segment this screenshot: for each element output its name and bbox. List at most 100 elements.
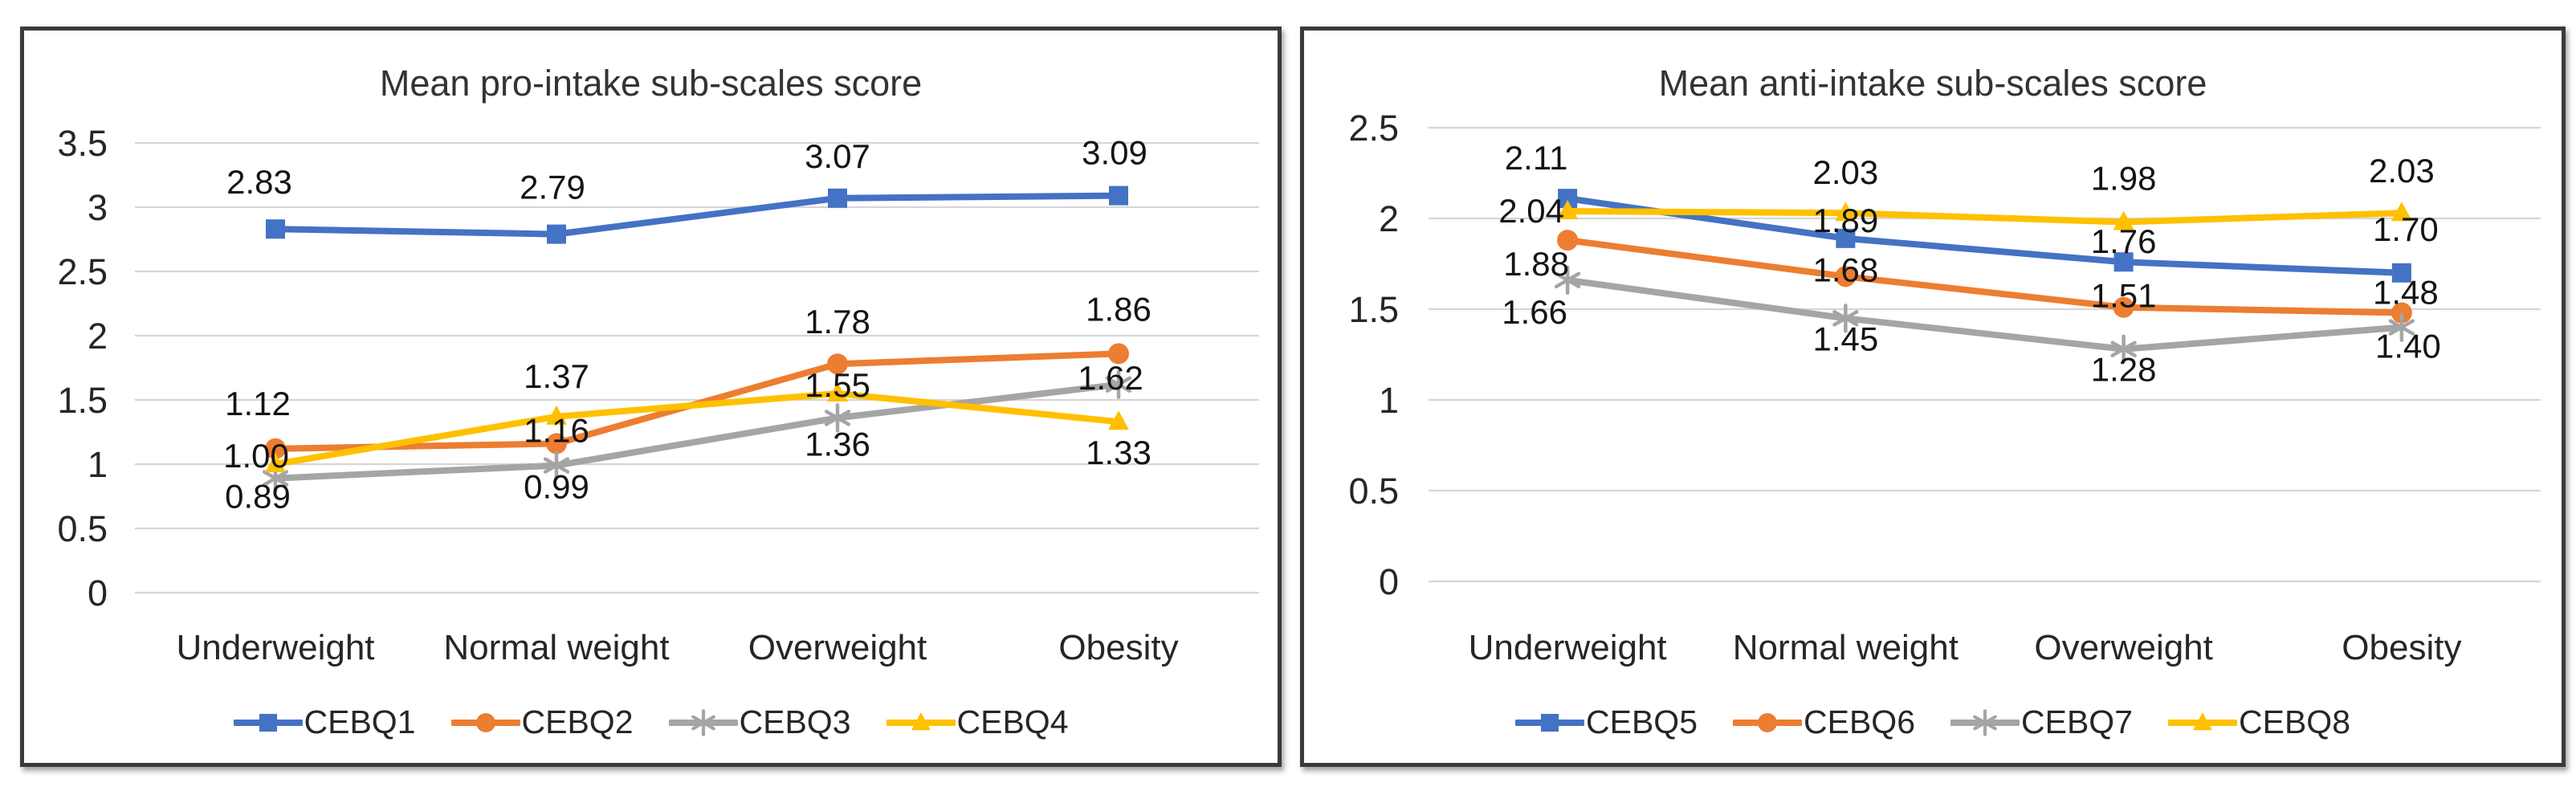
data-label-CEBQ4: 1.37 <box>524 357 589 395</box>
marker-asterisk <box>2388 312 2415 342</box>
legend-marker-circle-icon <box>450 712 520 732</box>
marker-asterisk <box>691 708 715 736</box>
legend-label: CEBQ6 <box>1804 703 1915 740</box>
legend-label: CEBQ3 <box>739 703 851 740</box>
y-tick-label: 0 <box>88 573 108 614</box>
legend-item-CEBQ8: CEBQ8 <box>2168 703 2350 741</box>
y-tick-label: 2.5 <box>57 251 108 292</box>
x-category-label: Overweight <box>2034 628 2213 667</box>
data-label-CEBQ8: 1.98 <box>2091 160 2157 198</box>
marker-square <box>1540 713 1559 732</box>
data-label-CEBQ6: 1.51 <box>2091 277 2157 315</box>
marker-asterisk <box>543 451 570 480</box>
y-tick-label: 1.5 <box>57 380 108 421</box>
data-label-CEBQ8: 2.03 <box>2369 152 2435 190</box>
legend-marker-triangle-icon <box>2168 711 2237 730</box>
marker-circle <box>475 712 495 732</box>
legend-marker-square-icon <box>1515 713 1584 732</box>
marker-circle <box>546 433 567 455</box>
marker-square <box>2113 252 2134 272</box>
y-tick-label: 2 <box>88 316 108 357</box>
marker-square <box>2391 263 2411 283</box>
data-label-CEBQ1: 2.79 <box>520 169 585 206</box>
marker-asterisk <box>2110 334 2137 364</box>
data-label-CEBQ1: 3.09 <box>1082 134 1147 172</box>
marker-triangle <box>911 711 931 730</box>
x-category-label: Underweight <box>1469 628 1667 667</box>
data-label-CEBQ3: 1.62 <box>1078 359 1143 397</box>
y-axis-tick-labels: 0 0.5 1 1.5 2 2.5 <box>1348 108 1399 602</box>
legend-marker-triangle-icon <box>886 711 956 730</box>
data-label-CEBQ5: 1.70 <box>2373 210 2439 248</box>
marker-square <box>266 219 285 239</box>
marker-triangle <box>2113 210 2134 230</box>
marker-square <box>259 713 277 732</box>
x-category-labels: Underweight Normal weight Overweight Obesit… <box>1469 628 2462 667</box>
data-label-CEBQ3: 0.89 <box>225 478 291 516</box>
marker-triangle <box>2391 202 2412 222</box>
pro-intake-chart-panel: Mean pro-intake sub-scales score 0 0.5 1 1.… <box>20 27 1282 767</box>
data-label-CEBQ5: 1.89 <box>1813 202 1879 239</box>
marker-triangle <box>827 382 848 402</box>
series-line-CEBQ5 <box>1564 195 2405 276</box>
data-label-CEBQ4: 1.55 <box>805 366 870 404</box>
marker-circle <box>265 438 286 459</box>
data-label-CEBQ3: 0.99 <box>524 468 589 506</box>
x-category-label: Overweight <box>748 628 927 667</box>
marker-asterisk <box>1832 304 1859 333</box>
data-label-CEBQ7: 1.45 <box>1813 320 1879 357</box>
pro-intake-legend: CEBQ1 CEBQ2 CEBQ3 CEBQ4 <box>24 703 1278 741</box>
series-line-CEBQ3 <box>272 381 1122 482</box>
marker-asterisk <box>824 403 851 433</box>
series-CEBQ3 <box>262 369 1132 493</box>
y-tick-label: 3.5 <box>57 123 108 164</box>
data-label-CEBQ2: 1.12 <box>225 385 291 422</box>
legend-label: CEBQ8 <box>2239 703 2350 740</box>
legend-item-CEBQ7: CEBQ7 <box>1950 703 2133 741</box>
marker-triangle <box>2193 711 2212 730</box>
series-line-CEBQ1 <box>272 192 1122 238</box>
series-CEBQ6 <box>1557 230 2412 324</box>
legend-item-CEBQ1: CEBQ1 <box>233 703 416 741</box>
marker-circle <box>1108 343 1129 365</box>
data-labels: 2.83 2.79 3.07 3.09 1.12 1.16 1.78 1.86 0.89 0.99… <box>223 134 1151 516</box>
data-label-CEBQ8: 2.04 <box>1498 192 1564 230</box>
marker-circle <box>2113 296 2134 318</box>
marker-square <box>828 188 847 208</box>
y-tick-label: 0.5 <box>57 508 108 549</box>
legend-label: CEBQ4 <box>956 703 1069 740</box>
y-tick-label: 1 <box>1379 380 1399 421</box>
y-tick-label: 2.5 <box>1348 108 1399 149</box>
chart-title: Mean pro-intake sub-scales score <box>379 63 923 104</box>
gridlines <box>1429 126 2541 583</box>
legend-label: CEBQ1 <box>304 703 416 740</box>
y-tick-label: 1 <box>88 444 108 485</box>
anti-intake-chart-panel: Mean anti-intake sub-scales score 0 0.5 1 1… <box>1300 27 2566 767</box>
marker-circle <box>1557 230 1579 251</box>
legend-item-CEBQ2: CEBQ2 <box>450 703 634 741</box>
legend-item-CEBQ3: CEBQ3 <box>668 703 851 741</box>
marker-square <box>547 224 566 244</box>
series-CEBQ1 <box>266 186 1128 244</box>
x-category-label: Normal weight <box>1733 628 1958 667</box>
gridlines <box>135 141 1259 594</box>
data-label-CEBQ6: 1.88 <box>1503 245 1569 283</box>
y-axis-tick-labels: 0 0.5 1 1.5 2 2.5 3 3.5 <box>57 123 108 614</box>
y-tick-label: 3 <box>88 187 108 228</box>
series-CEBQ4 <box>265 382 1129 472</box>
marker-square <box>1836 228 1856 248</box>
marker-triangle <box>1835 202 1857 222</box>
data-label-CEBQ6: 1.68 <box>1813 251 1879 288</box>
marker-triangle <box>1108 410 1129 430</box>
data-label-CEBQ7: 1.66 <box>1502 293 1567 331</box>
marker-circle <box>827 353 848 375</box>
data-label-CEBQ4: 1.33 <box>1086 434 1151 471</box>
series-CEBQ5 <box>1558 189 2411 283</box>
marker-triangle <box>1557 199 1579 219</box>
data-label-CEBQ6: 1.48 <box>2373 274 2439 312</box>
x-category-label: Obesity <box>2342 628 2461 667</box>
legend-marker-asterisk-icon <box>1950 708 2020 736</box>
chart-title: Mean anti-intake sub-scales score <box>1658 63 2207 104</box>
x-category-label: Obesity <box>1058 628 1178 667</box>
series-CEBQ7 <box>1554 265 2415 364</box>
